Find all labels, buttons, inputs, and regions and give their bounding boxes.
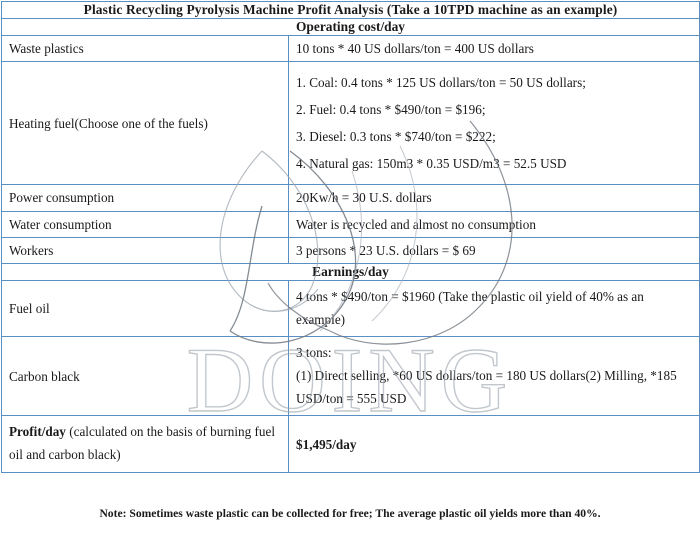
table-row: Water consumption Water is recycled and … [1,210,700,238]
water-consumption-value: Water is recycled and almost no consumpt… [296,216,536,232]
row-label-power-consumption: Power consumption [1,184,289,212]
row-label-workers: Workers [1,236,289,264]
profit-label-rest: (calculated on the basis of burning fuel… [9,424,276,463]
row-label-heating-fuel: Heating fuel(Choose one of the fuels) [1,61,289,186]
carbon-black-value: 3 tons: (1) Direct selling, *60 US dolla… [289,337,699,415]
profit-value: $1,495/day [296,436,357,452]
heating-fuel-label: Heating fuel(Choose one of the fuels) [9,115,208,131]
heating-fuel-option-natural-gas: 4. Natural gas: 150m3 * 0.35 USD/m3 = 52… [296,156,567,172]
row-label-profit: Profit/day (calculated on the basis of b… [1,415,289,473]
waste-plastics-value: 10 tons * 40 US dollars/ton = 400 US dol… [296,41,534,56]
power-consumption-value: 20Kw/h = 30 U.S. dollars [296,190,432,206]
row-value-waste-plastics: 10 tons * 40 US dollars/ton = 400 US dol… [287,34,700,63]
heating-fuel-options: 1. Coal: 0.4 tons * 125 US dollars/ton =… [289,62,699,184]
table-row: Workers 3 persons * 23 U.S. dollars = $ … [1,236,700,264]
table-row: Power consumption 20Kw/h = 30 U.S. dolla… [1,184,700,212]
row-value-heating-fuel: 1. Coal: 0.4 tons * 125 US dollars/ton =… [287,61,700,186]
earnings-header: Earnings/day [0,262,700,281]
heating-fuel-option-diesel: 3. Diesel: 0.3 tons * $740/ton = $222; [296,129,496,145]
row-value-carbon-black: 3 tons: (1) Direct selling, *60 US dolla… [287,336,700,417]
table-row: Waste plastics 10 tons * 40 US dollars/t… [1,34,700,63]
row-value-fuel-oil: 4 tons * $490/ton = $1960 (Take the plas… [287,279,700,338]
row-value-profit: $1,495/day [287,415,700,473]
row-label-carbon-black: Carbon black [1,336,289,417]
profit-label: Profit/day (calculated on the basis of b… [2,416,288,471]
carbon-black-quantity: 3 tons: [296,345,332,361]
row-label-water-consumption: Water consumption [1,210,289,238]
table-row: Fuel oil 4 tons * $490/ton = $1960 (Take… [1,279,700,338]
row-label-waste-plastics: Waste plastics [1,34,289,63]
water-consumption-label: Water consumption [9,216,112,232]
row-value-water-consumption: Water is recycled and almost no consumpt… [287,210,700,238]
row-value-power-consumption: 20Kw/h = 30 U.S. dollars [287,184,700,212]
table-row: Profit/day (calculated on the basis of b… [1,415,700,473]
workers-value: 3 persons * 23 U.S. dollars = $ 69 [296,242,476,258]
row-value-workers: 3 persons * 23 U.S. dollars = $ 69 [287,236,700,264]
footer-note: Note: Sometimes waste plastic can be col… [99,507,601,520]
row-label-fuel-oil: Fuel oil [1,279,289,338]
carbon-black-label: Carbon black [9,368,80,384]
operating-cost-header: Operating cost/day [0,18,700,36]
table-title-row: Plastic Recycling Pyrolysis Machine Prof… [0,1,700,19]
workers-label: Workers [9,242,54,258]
carbon-black-options: (1) Direct selling, *60 US dollars/ton =… [296,367,677,406]
section-header-operating-cost: Operating cost/day [0,18,700,36]
heating-fuel-option-fuel: 2. Fuel: 0.4 tons * $490/ton = $196; [296,102,486,118]
table-row: Heating fuel(Choose one of the fuels) 1.… [1,61,700,186]
fuel-oil-label: Fuel oil [9,301,50,316]
power-consumption-label: Power consumption [9,190,115,206]
page-title: Plastic Recycling Pyrolysis Machine Prof… [0,1,700,19]
heating-fuel-option-coal: 1. Coal: 0.4 tons * 125 US dollars/ton =… [296,75,586,91]
profit-analysis-table: Plastic Recycling Pyrolysis Machine Prof… [0,1,700,473]
waste-plastics-label: Waste plastics [9,41,84,56]
profit-label-bold: Profit/day [9,424,66,440]
table-row: Carbon black 3 tons: (1) Direct selling,… [1,336,700,417]
fuel-oil-value: 4 tons * $490/ton = $1960 (Take the plas… [296,288,644,327]
section-header-earnings: Earnings/day [0,262,700,281]
